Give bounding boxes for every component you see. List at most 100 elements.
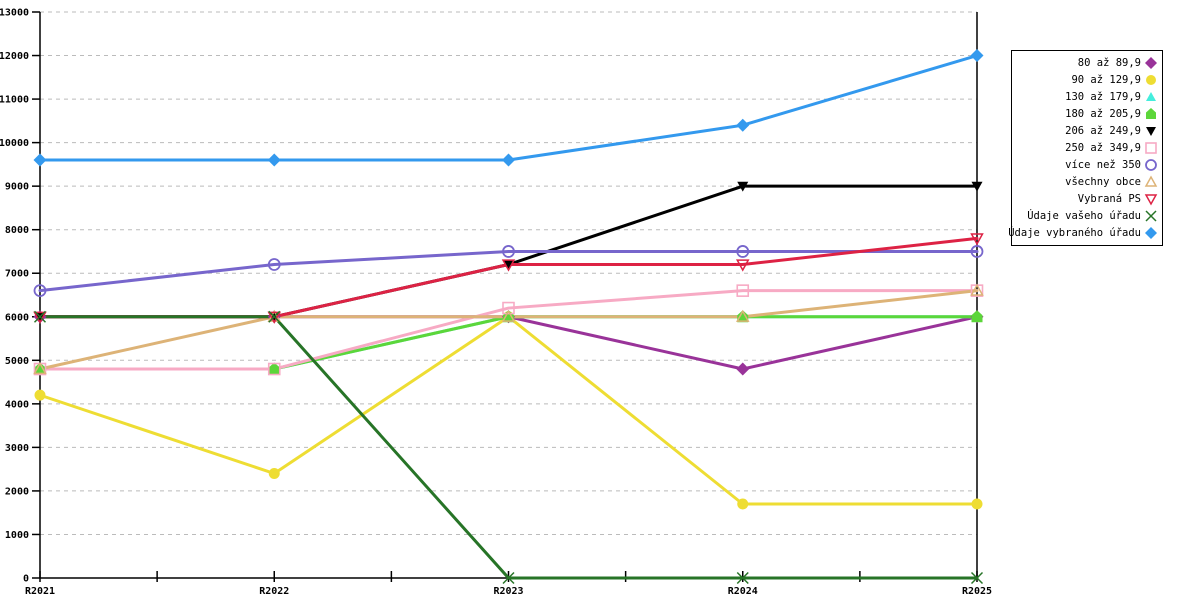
- filled-triangle-down-marker-icon: [503, 260, 514, 271]
- y-tick-label: 0: [23, 574, 29, 585]
- series-markers: [34, 310, 983, 375]
- series-line: [38, 315, 979, 371]
- open-square-marker-icon: [267, 362, 281, 376]
- x-cross-marker-icon: [736, 571, 749, 585]
- open-triangle-up-marker-icon: [1144, 175, 1158, 187]
- filled-diamond-marker-icon: [736, 118, 750, 132]
- filled-triangle-up-marker-icon: [1146, 91, 1156, 101]
- chart-legend: 80 až 89,9 90 až 129,9 130 až 179,9 180 až …: [1008, 50, 1163, 246]
- filled-circle-marker-icon: [971, 498, 983, 510]
- x-cross-marker-icon: [268, 310, 281, 323]
- legend-filled-triangle-down-icon: [1146, 126, 1156, 136]
- legend-filled-diamond-icon: [1145, 56, 1157, 69]
- filled-pentagon-marker-icon: [1146, 107, 1156, 119]
- x-cross-marker-icon: [502, 571, 515, 585]
- open-triangle-down-marker-icon: [501, 259, 516, 272]
- open-square-marker-icon: [1145, 142, 1157, 154]
- filled-pentagon-marker-icon: [737, 310, 749, 323]
- filled-diamond-marker-icon: [33, 153, 47, 167]
- legend-label: Údaje vašeho úřadu: [1027, 210, 1141, 223]
- open-triangle-up-marker-icon: [735, 309, 750, 322]
- filled-pentagon-marker-icon: [971, 310, 983, 323]
- legend-item: 80 až 89,9: [1014, 55, 1158, 71]
- series-markers: [33, 310, 984, 585]
- legend-item: 206 až 249,9: [1014, 123, 1158, 139]
- legend-x-cross-icon: [1145, 210, 1157, 222]
- legend-label: 250 až 349,9: [1065, 141, 1141, 154]
- y-tick-label: 13000: [0, 8, 29, 19]
- filled-diamond-marker-icon: [1145, 227, 1157, 240]
- filled-pentagon-marker-icon: [34, 362, 46, 375]
- y-tick-label: 9000: [5, 182, 29, 193]
- filled-circle-marker-icon: [268, 468, 280, 480]
- filled-diamond-marker-icon: [736, 362, 750, 376]
- y-tick-label: 5000: [5, 356, 29, 367]
- series-line: [38, 315, 979, 371]
- legend-item: všechny obce: [1014, 174, 1158, 190]
- y-tick-label: 2000: [5, 486, 29, 497]
- open-circle-marker-icon: [33, 284, 47, 298]
- y-tick-label: 6000: [5, 312, 29, 323]
- x-tick-label: R2023: [493, 586, 523, 597]
- y-tick-label: 12000: [0, 51, 29, 62]
- legend-label: všechny obce: [1065, 176, 1141, 189]
- filled-circle-marker-icon: [34, 389, 46, 401]
- y-tick-label: 1000: [5, 530, 29, 541]
- x-tick-label: R2022: [259, 586, 289, 597]
- legend-item: více než 350: [1014, 157, 1158, 173]
- legend-label: 130 až 179,9: [1065, 90, 1141, 103]
- y-tick-label: 10000: [0, 138, 29, 149]
- y-tick-label: 7000: [5, 269, 29, 280]
- series-line: [38, 315, 979, 371]
- series-line: [38, 315, 979, 580]
- series-markers: [33, 284, 984, 376]
- series-line: [38, 289, 979, 371]
- legend-label: 206 až 249,9: [1065, 124, 1141, 137]
- filled-diamond-marker-icon: [502, 153, 515, 167]
- filled-diamond-marker-icon: [267, 153, 281, 167]
- filled-circle-marker-icon: [1146, 74, 1156, 85]
- legend-label: 180 až 205,9: [1065, 107, 1141, 120]
- filled-triangle-down-marker-icon: [737, 181, 749, 192]
- legend-label: Údaje vybraného úřadu: [1008, 227, 1141, 240]
- legend-filled-circle-icon: [1146, 74, 1156, 85]
- legend-label: 80 až 89,9: [1077, 56, 1141, 69]
- filled-triangle-down-marker-icon: [1146, 126, 1156, 136]
- y-tick-label: 11000: [0, 95, 29, 106]
- open-triangle-up-marker-icon: [33, 361, 47, 375]
- series-markers: [34, 311, 983, 510]
- open-square-marker-icon: [736, 284, 750, 297]
- legend-label: Vybraná PS: [1077, 193, 1141, 206]
- series-line: [38, 315, 979, 506]
- open-triangle-up-marker-icon: [970, 283, 984, 296]
- legend-label: více než 350: [1065, 159, 1141, 171]
- legend-item: Vybraná PS: [1014, 191, 1158, 207]
- x-cross-marker-icon: [1145, 210, 1157, 222]
- open-triangle-down-marker-icon: [735, 259, 750, 272]
- legend-item: 90 až 129,9: [1014, 72, 1158, 88]
- open-circle-marker-icon: [970, 245, 984, 258]
- open-circle-marker-icon: [736, 245, 750, 258]
- open-triangle-down-marker-icon: [267, 311, 282, 324]
- x-cross-marker-icon: [33, 310, 47, 323]
- series-markers: [33, 245, 984, 298]
- filled-circle-marker-icon: [737, 498, 749, 510]
- legend-filled-triangle-up-icon: [1146, 91, 1156, 101]
- legend-open-square-icon: [1145, 142, 1157, 154]
- series-line: [38, 249, 979, 293]
- y-tick-label: 8000: [5, 225, 29, 236]
- open-triangle-up-marker-icon: [501, 309, 516, 322]
- x-tick-label: R2025: [962, 586, 992, 597]
- filled-triangle-down-marker-icon: [971, 181, 983, 192]
- legend-open-triangle-up-icon: [1144, 175, 1158, 187]
- series-line: [38, 54, 979, 162]
- legend-item: 130 až 179,9: [1014, 89, 1158, 105]
- series-markers: [33, 49, 984, 167]
- open-square-marker-icon: [502, 301, 515, 315]
- open-triangle-down-marker-icon: [33, 311, 47, 324]
- x-tick-label: R2024: [728, 586, 758, 597]
- filled-pentagon-marker-icon: [268, 362, 280, 375]
- x-tick-label: R2021: [25, 586, 55, 597]
